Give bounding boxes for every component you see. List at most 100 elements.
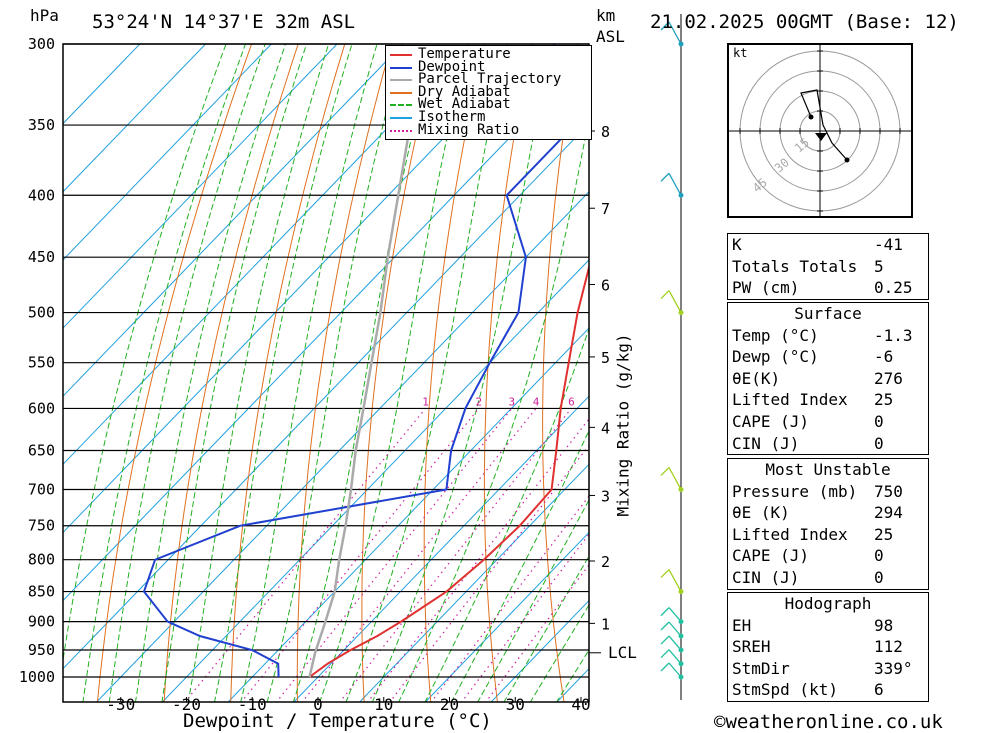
pressure-tick-label: 700 (28, 480, 55, 498)
surface-label: CAPE (J) (732, 411, 810, 431)
index-value: -41 (874, 235, 903, 254)
wind-barb-flag (660, 607, 670, 617)
legend-swatch (390, 66, 412, 69)
legend-label: Temperature (418, 46, 511, 62)
pressure-tick-label: 1000 (19, 668, 55, 686)
km-tick-label: 7 (601, 200, 610, 218)
wind-barb-shaft (668, 662, 682, 678)
legend-label: Wet Adiabat (418, 96, 511, 113)
wind-barb-shaft (668, 607, 682, 623)
mixing-ratio-label: 6 (568, 395, 575, 408)
hodograph-ring-label: 15 (792, 135, 812, 155)
pressure-tick-label: 650 (28, 442, 55, 460)
wind-barb-flag (660, 635, 670, 645)
surface-title: Surface (794, 304, 862, 323)
dry-adiabat-line (423, 44, 486, 702)
hodograph-ring-label: 45 (750, 175, 770, 195)
legend: Temperature Dewpoint Parcel Trajectory Dry … (385, 45, 592, 140)
pressure-tick-label: 550 (28, 354, 55, 372)
isotherm-line (63, 44, 469, 466)
most-unstable-row: Lifted Index 25 (728, 524, 928, 546)
dry-adiabat-line (483, 44, 532, 702)
legend-label: Isotherm (418, 108, 486, 125)
hodograph-ring-label: 30 (772, 155, 792, 175)
mixing-ratio-axis-label: Mixing Ratio (g/kg) (613, 333, 633, 517)
x-tick-label: -10 (238, 695, 267, 714)
pressure-tick-label: 500 (28, 304, 55, 322)
legend-label: Mixing Ratio (418, 121, 520, 138)
surface-row: CAPE (J) 0 (728, 411, 928, 433)
wind-barb-shaft (668, 635, 682, 651)
hodograph-index-label: StmDir (732, 658, 790, 678)
wind-barb-shaft (668, 467, 682, 490)
hodograph-index-value: 339° (874, 658, 913, 678)
most-unstable-title: Most Unstable (765, 460, 891, 479)
pressure-tick-label: 350 (28, 116, 55, 134)
dry-adiabat-line (542, 44, 579, 702)
isotherm-line (63, 44, 206, 193)
wind-barb-shaft (668, 621, 682, 637)
wind-barb-flag (660, 662, 670, 672)
dry-adiabat-line (296, 44, 392, 702)
surface-label: CIN (J) (732, 433, 800, 453)
hodograph-index-label: StmSpd (kt) (732, 680, 838, 700)
wet-adiabat-line (161, 44, 308, 702)
credit: ©weatheronline.co.uk (714, 711, 943, 733)
isotherm-line (293, 395, 589, 702)
surface-value: -6 (874, 347, 894, 367)
most-unstable-label: CAPE (J) (732, 546, 810, 566)
dry-adiabat-line (951, 44, 1000, 703)
km-tick-label: 3 (601, 487, 610, 505)
wind-barb-flag (660, 172, 670, 182)
hodograph-table: Hodograph EH 98 SREH 112 StmDir 339° StmSpd (k… (727, 592, 929, 702)
most-unstable-value: 0 (874, 567, 884, 587)
location-title: 53°24'N 14°37'E 32m ASL (92, 11, 356, 33)
mixing-ratio-label: 1 (422, 395, 429, 408)
wind-barb (660, 649, 684, 667)
temperature-line (308, 263, 589, 678)
hodograph-index-label: EH (732, 615, 752, 635)
surface-label: Lifted Index (732, 390, 848, 410)
most-unstable-row: CAPE (J) 0 (728, 545, 928, 567)
wet-adiabat-line (450, 429, 589, 702)
pressure-tick-label: 900 (28, 613, 55, 631)
legend-item: Wet Adiabat (386, 98, 591, 111)
index-row: Totals Totals 5 (728, 256, 928, 278)
index-label: PW (cm) (732, 278, 800, 298)
indices-basic-table: K -41 Totals Totals 5 PW (cm) 0.25 (727, 233, 929, 300)
hodograph-index-value: 6 (874, 680, 884, 700)
dewpoint-line (142, 44, 576, 678)
wind-barb-flag (660, 290, 670, 300)
surface-row: Lifted Index 25 (728, 389, 928, 411)
surface-label: Temp (°C) (732, 325, 819, 345)
dry-adiabat-line (654, 44, 698, 703)
surface-value: 0 (874, 433, 884, 453)
legend-label: Dry Adiabat (418, 83, 511, 100)
x-tick-label: 40 (571, 695, 590, 714)
x-tick-label: 20 (440, 695, 459, 714)
x-tick-label: -30 (106, 695, 135, 714)
legend-label: Parcel Trajectory (418, 71, 562, 88)
legend-swatch (390, 79, 412, 82)
surface-row: θE(K) 276 (728, 368, 928, 390)
wet-adiabat-line (63, 44, 227, 664)
wet-adiabat-line (82, 44, 246, 702)
isotherm-line (63, 44, 535, 534)
isotherm-line (63, 44, 404, 397)
hodograph-index-value: 112 (874, 637, 903, 657)
dry-adiabat-line (163, 44, 299, 702)
wind-barb (660, 607, 684, 625)
most-unstable-label: CIN (J) (732, 567, 800, 587)
lcl-label: LCL (608, 643, 637, 662)
hodograph-end-point (844, 157, 850, 163)
wind-barb (660, 569, 684, 595)
mixing-ratio-label: 8 (594, 395, 601, 408)
parcel-trajectory-line (308, 44, 431, 678)
wet-adiabat-line (371, 44, 552, 702)
wind-barb (660, 21, 684, 47)
wind-barb-flag (660, 21, 670, 31)
km-tick-label: 8 (601, 123, 610, 141)
surface-label: Dewp (°C) (732, 347, 819, 367)
isotherm-line (63, 54, 589, 602)
